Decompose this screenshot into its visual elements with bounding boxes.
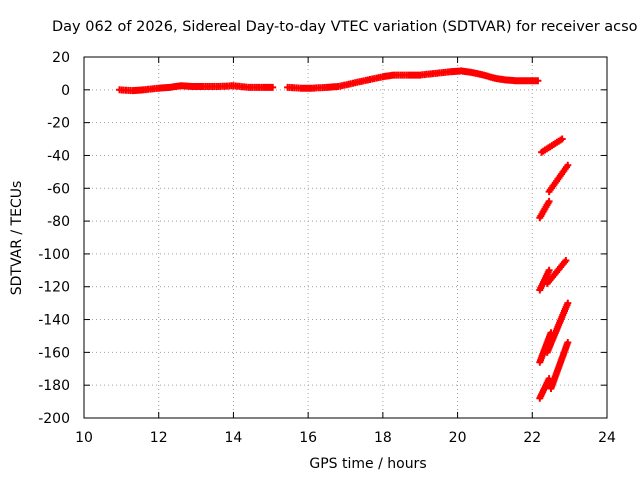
series-6 <box>536 266 553 294</box>
x-tick-label: 22 <box>523 430 541 446</box>
data-point <box>538 396 542 400</box>
data-point <box>190 85 194 89</box>
axis-ticks: 10 12 14 16 18 20 22 24 20 0 -20 -40 -60 -80 -100 -120 -… <box>38 50 616 446</box>
data-point <box>325 85 329 89</box>
x-tick-label: 12 <box>150 430 168 446</box>
y-tick-label: -100 <box>38 247 70 263</box>
series-3 <box>538 135 566 156</box>
data-point <box>433 71 437 75</box>
series-5 <box>545 161 572 196</box>
data-point <box>392 73 396 77</box>
data-point <box>168 85 172 89</box>
data-point <box>117 88 121 92</box>
data-point <box>471 71 475 75</box>
y-tick-label: -180 <box>38 378 70 394</box>
series-10 <box>536 375 553 402</box>
series-2 <box>284 67 542 92</box>
y-tick-label: -80 <box>47 214 70 230</box>
data-point <box>547 190 551 194</box>
y-tick-label: -20 <box>47 116 70 132</box>
plot-frame <box>83 56 608 419</box>
series-7 <box>543 257 570 287</box>
data-point <box>547 268 551 272</box>
y-tick-label: -140 <box>38 313 70 329</box>
data-point <box>538 216 542 220</box>
data-point <box>504 78 508 82</box>
y-tick-label: -160 <box>38 345 70 361</box>
y-tick-label: -40 <box>47 148 70 164</box>
data-point <box>560 137 564 141</box>
y-tick-label: -120 <box>38 280 70 296</box>
data-point <box>459 69 463 73</box>
x-tick-label: 24 <box>598 430 616 446</box>
data-point <box>564 258 568 262</box>
series-4 <box>536 197 553 222</box>
x-tick-label: 10 <box>75 430 93 446</box>
data-point <box>142 88 146 92</box>
data-point <box>527 79 531 83</box>
data-point <box>545 281 549 285</box>
data-point <box>482 73 486 77</box>
series-9 <box>543 299 572 356</box>
x-tick-label: 18 <box>374 430 392 446</box>
series-11 <box>547 339 572 392</box>
data-point <box>549 331 553 335</box>
data-point <box>549 386 553 390</box>
data-point <box>131 89 135 93</box>
data-point <box>538 288 542 292</box>
data-point <box>566 163 570 167</box>
x-tick-label: 20 <box>449 430 467 446</box>
data-point <box>157 86 161 90</box>
y-tick-label: 20 <box>52 50 70 66</box>
data-point <box>246 85 250 89</box>
data-point <box>179 84 183 88</box>
data-point <box>231 84 235 88</box>
x-tick-label: 16 <box>299 430 317 446</box>
series-1 <box>116 82 277 95</box>
data-point <box>493 76 497 80</box>
data-point <box>351 81 355 85</box>
x-tick-label: 14 <box>225 430 243 446</box>
data-point <box>540 150 544 154</box>
x-axis-label: GPS time / hours <box>309 456 427 472</box>
data-point <box>418 73 422 77</box>
data-point <box>538 360 542 364</box>
data-point <box>336 85 340 89</box>
series-marks <box>284 67 542 92</box>
data-point <box>310 86 314 90</box>
series-8 <box>536 329 555 366</box>
chart-title: Day 062 of 2026, Sidereal Day-to-day VTE… <box>52 19 638 35</box>
data-point <box>566 301 570 305</box>
y-tick-label: 0 <box>61 83 70 99</box>
data-point <box>366 78 370 82</box>
data-point <box>202 85 206 89</box>
data-point <box>407 73 411 77</box>
data-point <box>216 85 220 89</box>
data-point <box>299 86 303 90</box>
data-point <box>515 79 519 83</box>
data-point <box>286 85 290 89</box>
data-point <box>261 85 265 89</box>
grid-lines <box>84 57 607 418</box>
data-point <box>566 341 570 345</box>
data-point <box>536 79 540 83</box>
data-series <box>116 67 572 402</box>
data-point <box>448 70 452 74</box>
data-point <box>381 75 385 79</box>
y-tick-label: -200 <box>38 411 70 427</box>
data-point <box>547 377 551 381</box>
data-point <box>547 199 551 203</box>
series-marks <box>116 82 277 95</box>
data-point <box>545 350 549 354</box>
y-tick-label: -60 <box>47 181 70 197</box>
data-point <box>271 85 275 89</box>
